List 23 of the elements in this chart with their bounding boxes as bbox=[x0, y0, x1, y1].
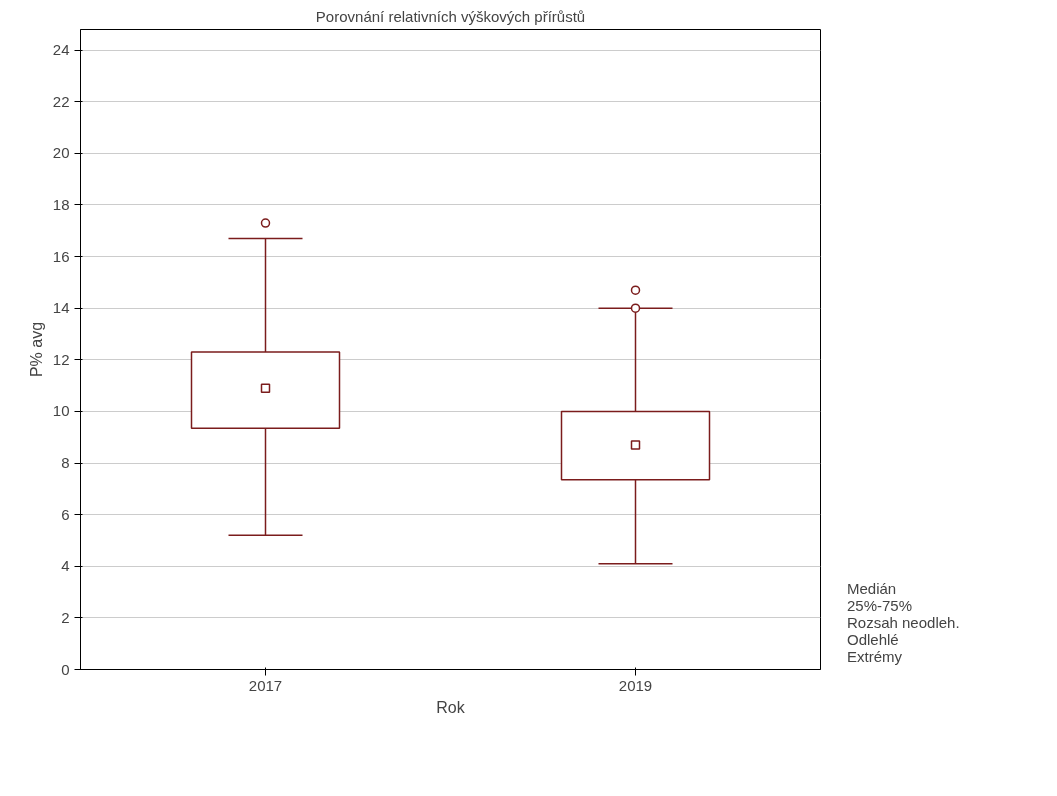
y-tick-label: 22 bbox=[52, 92, 70, 110]
text: Medián bbox=[847, 580, 897, 597]
x-tick-label: 2017 bbox=[248, 676, 283, 694]
x-axis-title: Rok bbox=[436, 698, 466, 716]
y-tick-label: 16 bbox=[52, 247, 70, 265]
y-axis-title: P% avg bbox=[27, 321, 45, 378]
y-tick-label: 2 bbox=[61, 608, 70, 626]
chart-title: Porovnání relativních výškových přírůstů bbox=[315, 7, 586, 25]
text: Extrémy bbox=[847, 648, 903, 665]
y-tick-label: 6 bbox=[61, 505, 70, 523]
y-tick-label: 8 bbox=[61, 454, 70, 472]
y-tick-label: 4 bbox=[61, 557, 70, 575]
y-tick-label: 14 bbox=[52, 299, 70, 317]
y-tick-label: 24 bbox=[52, 41, 70, 59]
y-tick-label: 18 bbox=[52, 195, 70, 213]
y-tick-label: 20 bbox=[52, 144, 70, 162]
x-tick-label: 2019 bbox=[618, 676, 653, 694]
y-tick-label: 0 bbox=[61, 660, 70, 678]
y-tick-label: 12 bbox=[52, 350, 70, 368]
text: Odlehlé bbox=[847, 631, 899, 648]
text: Rozsah neodleh. bbox=[847, 614, 960, 631]
text: 25%-75% bbox=[847, 597, 913, 614]
y-tick-label: 10 bbox=[52, 402, 70, 420]
